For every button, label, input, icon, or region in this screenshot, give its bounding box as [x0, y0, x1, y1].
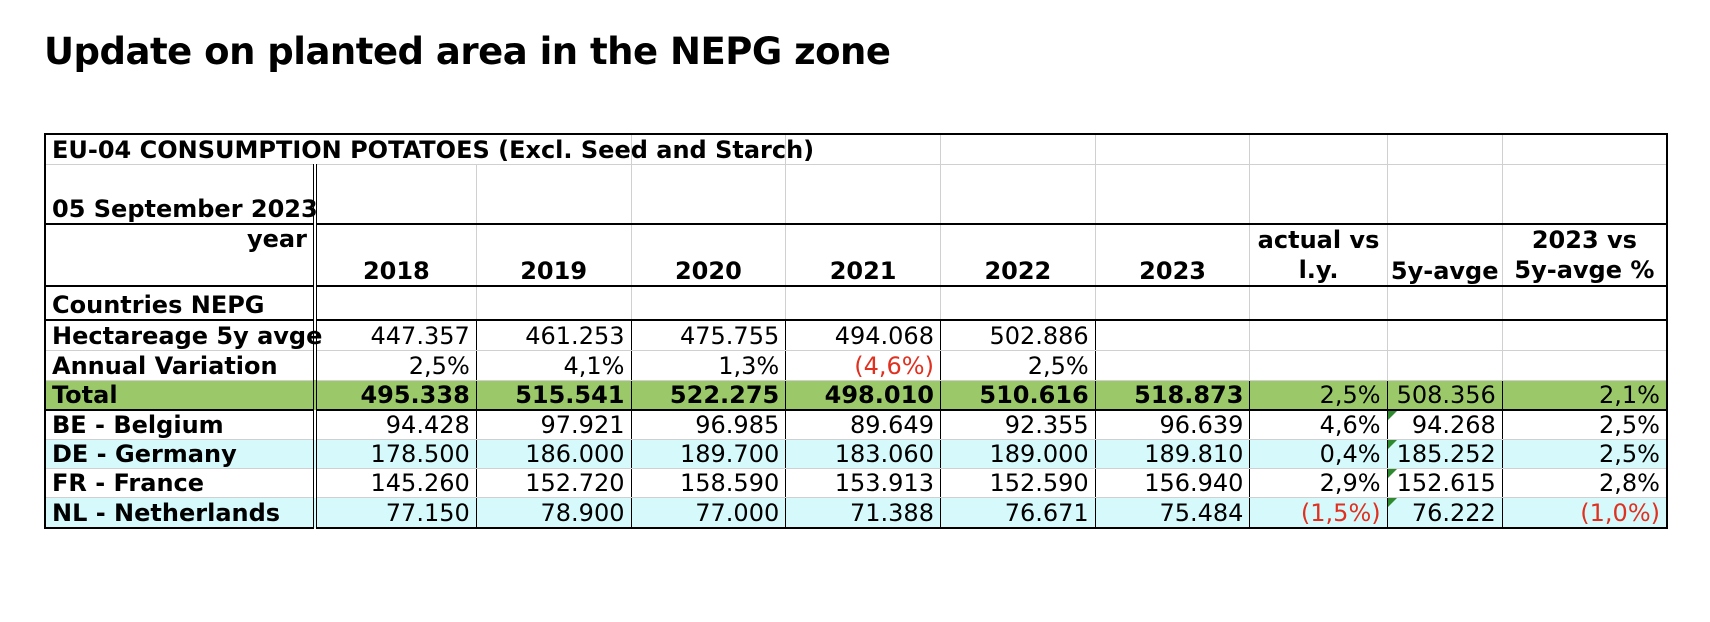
fr-2018: 145.260	[314, 468, 477, 498]
table-row: BE - Belgium 94.428 97.921 96.985 89.649…	[44, 409, 1668, 440]
fr-2021: 153.913	[785, 468, 941, 498]
report-date: 05 September 2023	[44, 163, 318, 225]
total-row: Total 495.338 515.541 522.275 498.010 51…	[44, 379, 1668, 411]
countries-label: Countries NEPG	[44, 285, 317, 321]
var-2018: 2,5%	[314, 349, 477, 381]
hect-2018: 447.357	[314, 319, 477, 351]
fr-actual-vs-ly: 2,9%	[1249, 468, 1388, 498]
nl-2018: 77.150	[314, 497, 477, 529]
total-label: Total	[44, 379, 317, 411]
nl-vs-five-year: (1,0%)	[1501, 497, 1668, 529]
year-header-row: year 2018 2019 2020 2021 2022 2023 actua…	[44, 223, 1668, 287]
country-label: FR - France	[44, 468, 317, 498]
be-2022: 92.355	[939, 409, 1096, 440]
hectareage-row: Hectareage 5y avge 447.357 461.253 475.7…	[44, 319, 1668, 351]
table-row: NL - Netherlands 77.150 78.900 77.000 71…	[44, 497, 1668, 529]
de-2021: 183.060	[785, 439, 941, 469]
annual-variation-row: Annual Variation 2,5% 4,1% 1,3% (4,6%) 2…	[44, 349, 1668, 381]
nl-actual-vs-ly: (1,5%)	[1249, 497, 1388, 529]
be-actual-vs-ly: 4,6%	[1249, 409, 1388, 440]
total-2019: 515.541	[475, 379, 632, 411]
nl-2022: 76.671	[939, 497, 1096, 529]
var-2022: 2,5%	[939, 349, 1096, 381]
de-2019: 186.000	[475, 439, 632, 469]
actual-vs-ly-header: actual vs l.y.	[1249, 223, 1388, 287]
de-2018: 178.500	[314, 439, 477, 469]
year-2021: 2021	[785, 223, 941, 287]
nl-five-year-avg: 76.222	[1386, 497, 1503, 529]
page-title: Update on planted area in the NEPG zone	[44, 30, 891, 73]
year-label: year	[44, 223, 317, 287]
fr-vs-five-year: 2,8%	[1501, 468, 1668, 498]
year-2023: 2023	[1094, 223, 1251, 287]
total-2023: 518.873	[1094, 379, 1251, 411]
year-2020: 2020	[630, 223, 787, 287]
hect-2022: 502.886	[939, 319, 1096, 351]
year-2022: 2022	[939, 223, 1096, 287]
country-label: NL - Netherlands	[44, 497, 317, 529]
date-row: 05 September 2023	[44, 163, 1668, 225]
hect-2020: 475.755	[630, 319, 787, 351]
de-actual-vs-ly: 0,4%	[1249, 439, 1388, 469]
be-2018: 94.428	[314, 409, 477, 440]
de-2020: 189.700	[630, 439, 787, 469]
hect-2019: 461.253	[475, 319, 632, 351]
total-vs-five-year: 2,1%	[1501, 379, 1668, 411]
total-actual-vs-ly: 2,5%	[1249, 379, 1388, 411]
total-five-year-avg: 508.356	[1386, 379, 1503, 411]
country-label: BE - Belgium	[44, 409, 317, 440]
table-heading: EU-04 CONSUMPTION POTATOES (Excl. Seed a…	[44, 133, 814, 165]
nl-2021: 71.388	[785, 497, 941, 529]
hectareage-label: Hectareage 5y avge	[44, 319, 322, 351]
fr-2022: 152.590	[939, 468, 1096, 498]
total-2020: 522.275	[630, 379, 787, 411]
var-2021: (4,6%)	[785, 349, 941, 381]
var-2020: 1,3%	[630, 349, 787, 381]
nl-2023: 75.484	[1094, 497, 1251, 529]
nl-2020: 77.000	[630, 497, 787, 529]
heading-row: EU-04 CONSUMPTION POTATOES (Excl. Seed a…	[44, 133, 1668, 165]
de-2023: 189.810	[1094, 439, 1251, 469]
hect-2021: 494.068	[785, 319, 941, 351]
year-2019: 2019	[475, 223, 632, 287]
total-2021: 498.010	[785, 379, 941, 411]
table-row: DE - Germany 178.500 186.000 189.700 183…	[44, 439, 1668, 469]
variation-label: Annual Variation	[44, 349, 317, 381]
five-year-avg-header: 5y-avge	[1386, 223, 1503, 287]
fr-2019: 152.720	[475, 468, 632, 498]
country-label: DE - Germany	[44, 439, 317, 469]
year-2018: 2018	[314, 223, 477, 287]
potato-area-table: EU-04 CONSUMPTION POTATOES (Excl. Seed a…	[44, 133, 1668, 529]
de-five-year-avg: 185.252	[1386, 439, 1503, 469]
total-2018: 495.338	[314, 379, 477, 411]
be-2020: 96.985	[630, 409, 787, 440]
be-2023: 96.639	[1094, 409, 1251, 440]
fr-five-year-avg: 152.615	[1386, 468, 1503, 498]
countries-row: Countries NEPG	[44, 285, 1668, 321]
de-2022: 189.000	[939, 439, 1096, 469]
be-five-year-avg: 94.268	[1386, 409, 1503, 440]
be-2021: 89.649	[785, 409, 941, 440]
table-row: FR - France 145.260 152.720 158.590 153.…	[44, 468, 1668, 498]
var-2019: 4,1%	[475, 349, 632, 381]
fr-2020: 158.590	[630, 468, 787, 498]
de-vs-five-year: 2,5%	[1501, 439, 1668, 469]
be-2019: 97.921	[475, 409, 632, 440]
be-vs-five-year: 2,5%	[1501, 409, 1668, 440]
total-2022: 510.616	[939, 379, 1096, 411]
vs-five-year-header: 2023 vs 5y-avge %	[1501, 223, 1668, 287]
nl-2019: 78.900	[475, 497, 632, 529]
fr-2023: 156.940	[1094, 468, 1251, 498]
